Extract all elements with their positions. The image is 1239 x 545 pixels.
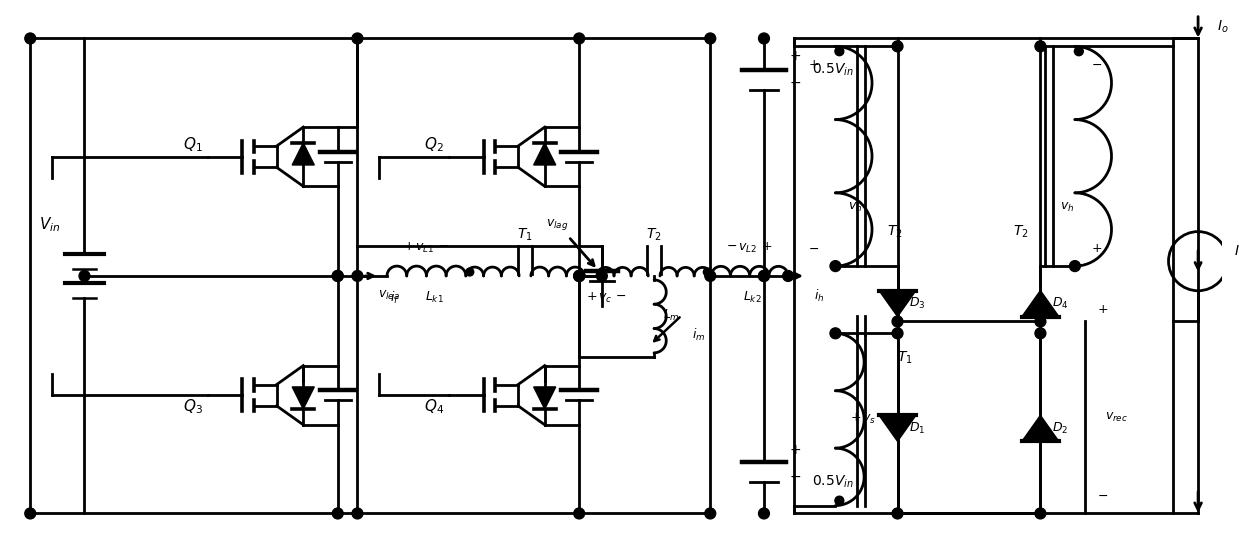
Text: $L_{k1}$: $L_{k1}$ xyxy=(425,290,444,305)
Text: $+$: $+$ xyxy=(1092,242,1103,255)
Text: $-$: $-$ xyxy=(808,242,819,255)
Text: $T_2$: $T_2$ xyxy=(647,226,662,243)
Circle shape xyxy=(1035,328,1046,339)
Circle shape xyxy=(758,270,769,281)
Circle shape xyxy=(705,508,716,519)
Circle shape xyxy=(1035,316,1046,327)
Polygon shape xyxy=(534,387,556,409)
Circle shape xyxy=(1035,508,1046,519)
Text: $+$: $+$ xyxy=(789,49,802,63)
Polygon shape xyxy=(292,387,315,409)
Circle shape xyxy=(830,328,841,339)
Text: $D_3$: $D_3$ xyxy=(909,296,926,311)
Circle shape xyxy=(705,270,716,281)
Text: $T_1$: $T_1$ xyxy=(517,226,533,243)
Text: $Q_4$: $Q_4$ xyxy=(424,398,445,416)
Text: $Q_2$: $Q_2$ xyxy=(425,136,444,154)
Circle shape xyxy=(758,270,769,281)
Circle shape xyxy=(892,41,903,52)
Circle shape xyxy=(1069,261,1080,271)
Polygon shape xyxy=(292,143,315,165)
Circle shape xyxy=(783,270,793,281)
Circle shape xyxy=(352,270,363,281)
Circle shape xyxy=(574,270,585,281)
Circle shape xyxy=(574,270,585,281)
Circle shape xyxy=(835,47,844,56)
Circle shape xyxy=(25,508,36,519)
Text: $i_h$: $i_h$ xyxy=(814,288,825,304)
Text: $T_1$: $T_1$ xyxy=(897,350,912,366)
Circle shape xyxy=(835,496,844,505)
Circle shape xyxy=(574,33,585,44)
Circle shape xyxy=(25,33,36,44)
Text: $+\,v_{L1}\,-$: $+\,v_{L1}\,-$ xyxy=(403,241,450,256)
Text: $i_f$: $i_f$ xyxy=(390,289,400,306)
Text: $I_o$: $I_o$ xyxy=(1234,243,1239,259)
Circle shape xyxy=(892,328,903,339)
Text: $0.5V_{in}$: $0.5V_{in}$ xyxy=(812,62,854,78)
Text: $0.5V_{in}$: $0.5V_{in}$ xyxy=(812,474,854,490)
Text: $+$: $+$ xyxy=(808,58,819,70)
Text: $Q_3$: $Q_3$ xyxy=(183,398,203,416)
Circle shape xyxy=(574,508,585,519)
Polygon shape xyxy=(880,290,916,317)
Text: $v_{lag}$: $v_{lag}$ xyxy=(546,217,569,232)
Circle shape xyxy=(352,508,363,519)
Text: $-$: $-$ xyxy=(1097,489,1108,502)
Circle shape xyxy=(892,508,903,519)
Text: $-$: $-$ xyxy=(789,469,802,483)
Text: $-$: $-$ xyxy=(789,75,802,89)
Polygon shape xyxy=(534,143,556,165)
Text: $L_{k2}$: $L_{k2}$ xyxy=(743,290,762,305)
Text: $+\,v_s\,-$: $+\,v_s\,-$ xyxy=(850,413,890,427)
Circle shape xyxy=(332,508,343,519)
Text: $D_2$: $D_2$ xyxy=(1052,421,1068,436)
Text: $v_{rec}$: $v_{rec}$ xyxy=(1105,411,1127,424)
Text: $I_o$: $I_o$ xyxy=(1217,19,1229,35)
Polygon shape xyxy=(1022,415,1059,441)
Circle shape xyxy=(574,270,585,281)
Circle shape xyxy=(332,270,343,281)
Text: $v_h$: $v_h$ xyxy=(1059,201,1074,214)
Text: $-\,v_{L2}\,+$: $-\,v_{L2}\,+$ xyxy=(726,241,773,256)
Circle shape xyxy=(466,268,473,276)
Text: $Q_1$: $Q_1$ xyxy=(183,136,203,154)
Circle shape xyxy=(1035,41,1046,52)
Text: $-$: $-$ xyxy=(1092,58,1103,70)
Text: $D_1$: $D_1$ xyxy=(909,421,926,436)
Circle shape xyxy=(758,508,769,519)
Text: $v_{lea}$: $v_{lea}$ xyxy=(378,289,400,302)
Polygon shape xyxy=(1022,290,1059,317)
Text: $+\,v_c\,-$: $+\,v_c\,-$ xyxy=(586,290,627,305)
Text: $+$: $+$ xyxy=(1097,303,1108,316)
Circle shape xyxy=(79,270,90,281)
Polygon shape xyxy=(880,415,916,441)
Text: $+$: $+$ xyxy=(789,444,802,457)
Text: $D_4$: $D_4$ xyxy=(1052,296,1069,311)
Circle shape xyxy=(596,270,607,281)
Circle shape xyxy=(758,33,769,44)
Text: $T_2$: $T_2$ xyxy=(1012,223,1028,240)
Circle shape xyxy=(332,270,343,281)
Circle shape xyxy=(352,33,363,44)
Circle shape xyxy=(1074,47,1083,56)
Text: $V_{in}$: $V_{in}$ xyxy=(40,215,61,234)
Circle shape xyxy=(892,316,903,327)
Circle shape xyxy=(830,261,841,271)
Text: $L_m$: $L_m$ xyxy=(663,308,680,323)
Circle shape xyxy=(705,33,716,44)
Text: $i_m$: $i_m$ xyxy=(691,327,705,343)
Text: $v_h$: $v_h$ xyxy=(847,201,862,214)
Text: $T_2$: $T_2$ xyxy=(887,223,902,240)
Circle shape xyxy=(704,268,711,276)
